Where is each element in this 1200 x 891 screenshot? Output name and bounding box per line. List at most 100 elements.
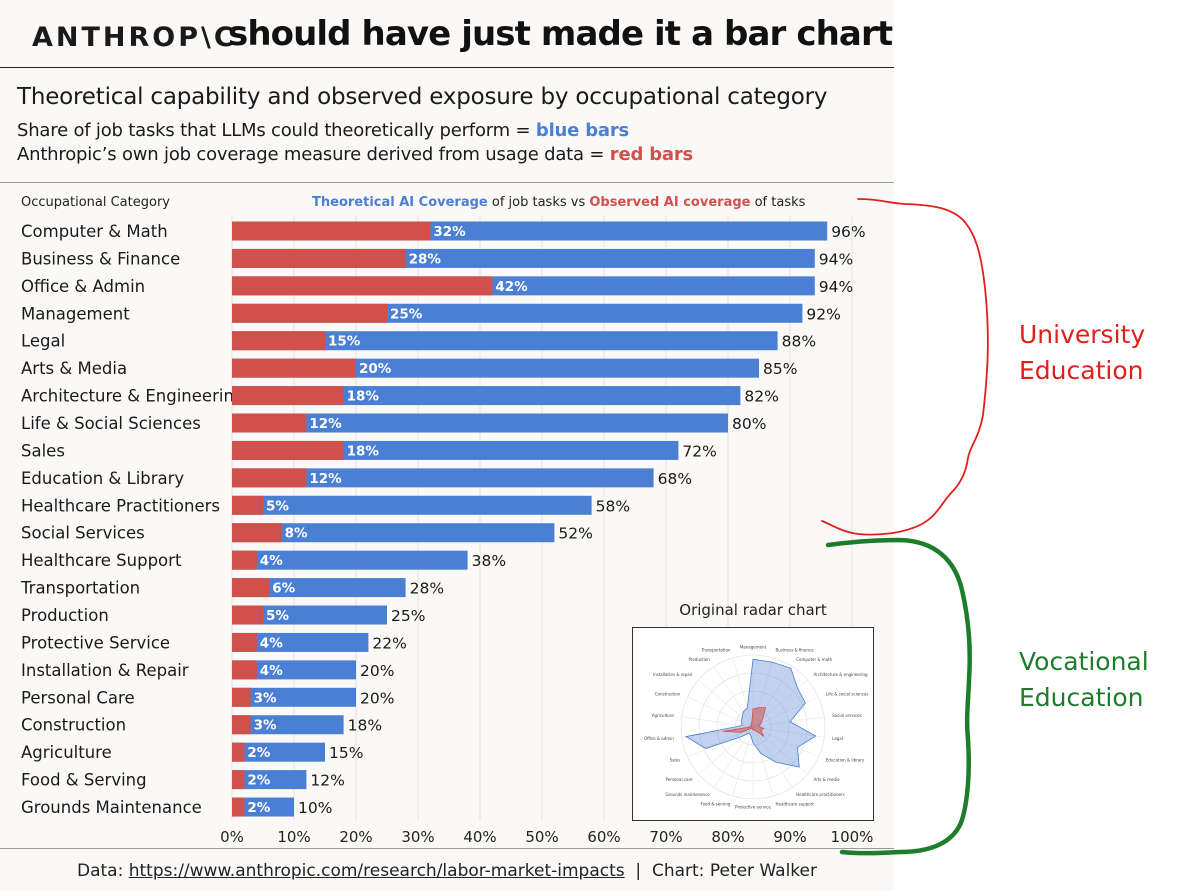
category-label: Healthcare Support: [21, 551, 182, 570]
footer-separator: |: [624, 861, 652, 881]
section-divider: [0, 182, 894, 183]
theoretical-value-label: 80%: [732, 415, 766, 433]
blue-bars-label: blue bars: [535, 120, 630, 141]
category-label: Transportation: [20, 579, 140, 598]
observed-value-label: 4%: [260, 553, 283, 569]
theoretical-value-label: 18%: [348, 717, 382, 735]
x-tick-label: 0%: [220, 828, 244, 846]
radar-axis-label: Construction: [655, 691, 681, 696]
radar-spoke: [752, 726, 774, 797]
category-label: Personal Care: [21, 688, 135, 707]
footer: Data: https://www.anthropic.com/research…: [0, 861, 894, 881]
observed-bar: [232, 797, 245, 817]
observed-bar: [232, 276, 493, 296]
observed-value-label: 28%: [409, 251, 442, 267]
theoretical-bar: [232, 523, 555, 543]
category-label: Life & Social Sciences: [21, 414, 201, 433]
x-tick-label: 10%: [277, 828, 310, 846]
theoretical-bar: [232, 742, 325, 762]
theoretical-bar: [232, 770, 307, 790]
observed-value-label: 6%: [272, 581, 295, 597]
observed-bar: [232, 578, 270, 598]
observed-value-label: 3%: [254, 690, 277, 706]
theoretical-value-label: 88%: [782, 333, 816, 351]
theoretical-value-label: 15%: [329, 744, 363, 762]
observed-value-label: 15%: [328, 334, 361, 350]
footer-prefix: Data:: [76, 861, 129, 881]
x-tick-label: 60%: [587, 828, 620, 846]
observed-value-label: 4%: [260, 663, 283, 679]
radar-axis-label: Arts & media: [813, 777, 840, 782]
theoretical-value-label: 20%: [360, 662, 394, 680]
vocational-annotation-line2: Education: [1019, 683, 1144, 712]
radar-axis-label: Agriculture: [652, 713, 675, 718]
theoretical-bar: [232, 797, 294, 817]
observed-bar: [232, 468, 307, 488]
observed-bar: [232, 687, 251, 707]
observed-value-label: 18%: [347, 443, 380, 459]
observed-bar: [232, 605, 263, 625]
radar-spoke: [713, 666, 754, 728]
university-annotation-line2: Education: [1019, 356, 1144, 385]
chart-title-end: of tasks: [750, 195, 806, 210]
radar-observed-area: [723, 707, 767, 737]
x-tick-label: 100%: [831, 828, 874, 846]
blue-bars-description: Share of job tasks that LLMs could theor…: [17, 120, 629, 141]
radar-spoke: [752, 726, 819, 758]
desc-line2-text: Anthropic’s own job coverage measure der…: [17, 144, 610, 165]
theoretical-value-label: 72%: [682, 442, 716, 460]
radar-spoke: [752, 726, 793, 788]
observed-bar: [232, 221, 431, 241]
desc-line1-text: Share of job tasks that LLMs could theor…: [17, 120, 536, 141]
headline: should have just made it a bar chart: [228, 14, 893, 54]
observed-value-label: 5%: [266, 498, 289, 514]
category-label: Production: [21, 606, 109, 625]
observed-bar: [232, 742, 245, 762]
observed-bar: [232, 440, 344, 460]
chart-subtitle: Theoretical capability and observed expo…: [17, 84, 828, 110]
category-label: Sales: [21, 441, 65, 460]
observed-bar: [232, 715, 251, 735]
radar-axis-label: Transportation: [701, 648, 731, 653]
theoretical-bar: [232, 468, 654, 488]
theoretical-value-label: 94%: [819, 250, 853, 268]
radar-axis-label: Business & finance: [776, 648, 815, 653]
category-label: Management: [21, 304, 130, 323]
radar-axis-label: Grounds maintenance: [665, 792, 710, 797]
chart-title-mid: of job tasks vs: [487, 195, 590, 210]
observed-bar: [232, 495, 263, 515]
radar-spoke: [732, 726, 754, 797]
category-label: Grounds Maintenance: [21, 798, 202, 817]
radar-axis-label: Healthcare practitioners: [796, 792, 844, 797]
vocational-brace: [825, 537, 972, 856]
theoretical-value-label: 22%: [372, 634, 406, 652]
category-label: Social Services: [21, 524, 145, 543]
source-link[interactable]: https://www.anthropic.com/research/labor…: [128, 861, 625, 881]
radar-axis-label: Healthcare support: [776, 801, 815, 806]
observed-value-label: 3%: [254, 718, 277, 734]
category-label: Construction: [21, 716, 126, 735]
radar-chart: Management Business & finance Computer & m…: [644, 645, 869, 810]
radar-inset-title: Original radar chart: [679, 601, 827, 619]
radar-spoke: [698, 726, 754, 775]
theoretical-bar: [232, 386, 741, 406]
theoretical-bar: [232, 632, 369, 652]
radar-spoke: [698, 679, 754, 728]
radar-chart-inset: Management Business & finance Computer & m…: [632, 627, 874, 821]
category-label: Food & Serving: [21, 771, 147, 790]
university-education-annotation: University Education: [1019, 317, 1145, 389]
x-tick-label: 50%: [525, 828, 558, 846]
radar-axis-label: Installation & repair: [653, 672, 693, 677]
theoretical-value-label: 52%: [558, 525, 592, 543]
radar-axis-label: Production: [688, 657, 710, 662]
observed-value-label: 8%: [285, 526, 308, 542]
chart-title-theoretical: Theoretical AI Coverage: [312, 195, 488, 210]
x-tick-label: 80%: [711, 828, 744, 846]
theoretical-value-label: 28%: [410, 580, 444, 598]
vocational-annotation-line1: Vocational: [1019, 647, 1149, 676]
chart-title-observed: Observed AI coverage: [589, 195, 751, 210]
radar-spoke: [752, 696, 819, 728]
theoretical-value-label: 94%: [819, 278, 853, 296]
theoretical-value-label: 85%: [763, 360, 797, 378]
category-label: Computer & Math: [21, 222, 168, 241]
